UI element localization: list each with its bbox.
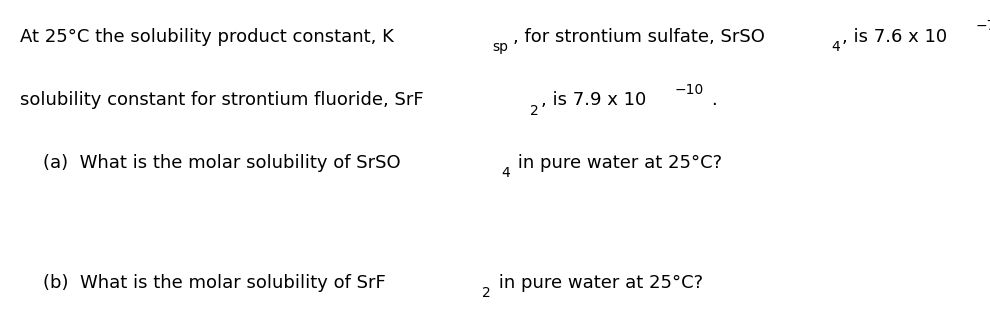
Text: 4: 4 <box>832 40 840 54</box>
Text: At 25°C the solubility product constant, K: At 25°C the solubility product constant,… <box>20 28 393 46</box>
Text: .: . <box>711 92 717 110</box>
Text: (a)  What is the molar solubility of SrSO: (a) What is the molar solubility of SrSO <box>20 154 400 172</box>
Text: in pure water at 25°C?: in pure water at 25°C? <box>512 154 722 172</box>
Text: , is 7.6 x 10: , is 7.6 x 10 <box>842 28 947 46</box>
Text: in pure water at 25°C?: in pure water at 25°C? <box>493 274 703 291</box>
Text: , is 7.9 x 10: , is 7.9 x 10 <box>542 92 646 110</box>
Text: 2: 2 <box>482 286 491 300</box>
Text: (b)  What is the molar solubility of SrF: (b) What is the molar solubility of SrF <box>20 274 385 291</box>
Text: 2: 2 <box>530 104 539 118</box>
Text: 4: 4 <box>501 166 510 180</box>
Text: solubility constant for strontium fluoride, SrF: solubility constant for strontium fluori… <box>20 92 424 110</box>
Text: , for strontium sulfate, SrSO: , for strontium sulfate, SrSO <box>513 28 764 46</box>
Text: sp: sp <box>492 40 509 54</box>
Text: −10: −10 <box>674 83 704 97</box>
Text: −7: −7 <box>975 20 990 34</box>
